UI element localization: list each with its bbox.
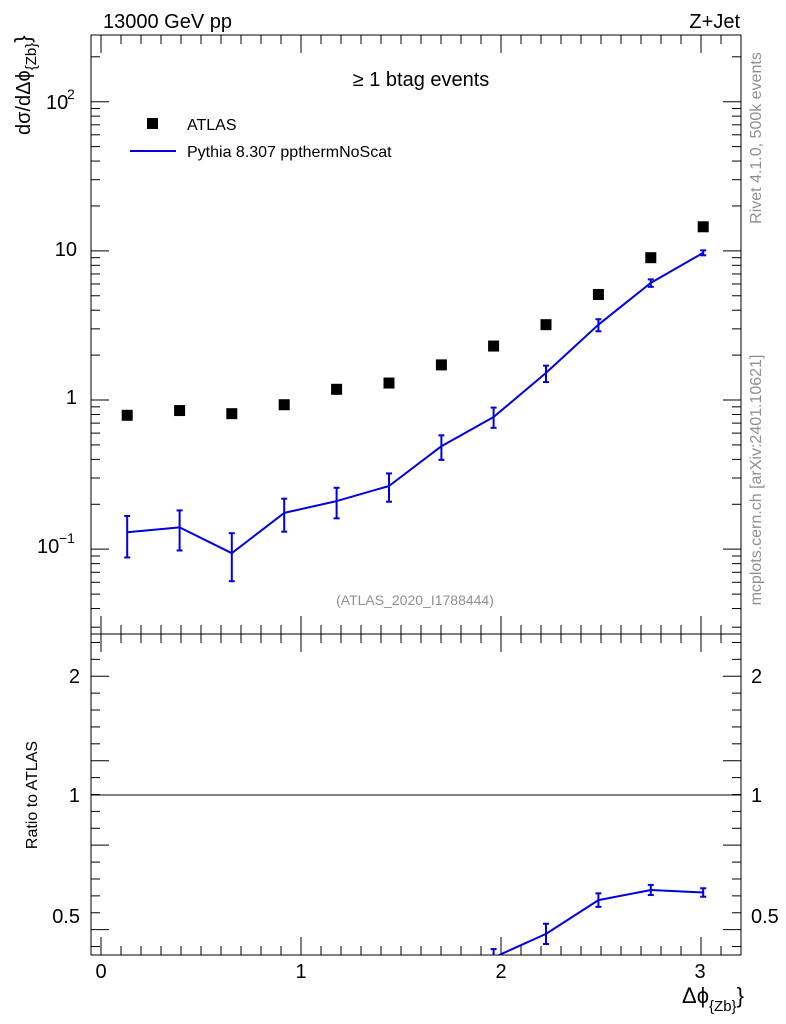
ratio-ytick-0.5-right: 0.5: [751, 906, 779, 928]
legend-atlas-label: ATLAS: [187, 117, 237, 134]
ratio-axis-ticks: [91, 634, 742, 955]
atlas-data-point: [645, 252, 657, 264]
xlabel-subscript: {Zb}: [709, 998, 737, 1015]
xtick-label-1: 1: [295, 961, 306, 983]
atlas-data-point: [121, 409, 133, 421]
legend-atlas-marker: [147, 118, 158, 129]
ratio-ytick-1-right: 1: [751, 785, 762, 807]
ratio-data-marks: [490, 883, 707, 955]
atlas-data-point: [540, 319, 552, 331]
ratio-line: [496, 889, 704, 955]
main-y-axis-label: dσ/dΔϕ{Zb}}: [10, 35, 40, 135]
header-energy-label: 13000 GeV pp: [103, 11, 232, 33]
atlas-data-point: [278, 399, 290, 411]
analysis-label: (ATLAS_2020_I1788444): [336, 592, 494, 608]
ylabel-main-text: dσ/dΔϕ: [13, 70, 35, 135]
atlas-data-point: [488, 340, 500, 352]
header-process-label: Z+Jet: [689, 11, 740, 33]
svg-text:dσ/dΔϕ{Zb}}: dσ/dΔϕ{Zb}}: [10, 35, 40, 135]
ytick-label-0.1-exp: −1: [59, 530, 75, 546]
ylabel-subscript: {Zb}: [23, 43, 40, 71]
ytick-label-10: 10: [55, 239, 77, 261]
xtick-label-2: 2: [495, 961, 506, 983]
xlabel-main-text: Δϕ: [682, 983, 709, 1008]
xtick-label-3: 3: [694, 961, 705, 983]
atlas-data-point: [226, 408, 238, 420]
plot-title: ≥ 1 btag events: [353, 69, 490, 91]
mcplots-label: mcplots.cern.ch [arXiv:2401.10621]: [748, 355, 765, 606]
pythia-line: [127, 251, 704, 555]
atlas-data-point: [331, 383, 343, 395]
atlas-data-point: [174, 405, 186, 417]
ytick-label-100-exp: 2: [67, 86, 75, 102]
atlas-data-point: [435, 359, 447, 371]
xtick-label-0: 0: [95, 961, 106, 983]
legend: ATLAS Pythia 8.307 ppthermNoScat: [130, 117, 392, 161]
atlas-data-point: [697, 221, 709, 233]
ratio-ytick-2-left: 2: [69, 666, 80, 688]
ytick-label-100: 10: [46, 92, 68, 114]
ratio-ytick-2-right: 2: [751, 666, 762, 688]
rivet-label: Rivet 4.1.0, 500k events: [748, 52, 765, 224]
ratio-y-axis-label: Ratio to ATLAS: [24, 741, 41, 849]
main-axis-ticks: [91, 35, 742, 634]
main-ytick-0.1: 10 −1: [37, 530, 75, 558]
main-ytick-100: 10 2: [46, 86, 75, 114]
legend-pythia-label: Pythia 8.307 ppthermNoScat: [187, 144, 392, 161]
ratio-ytick-0.5-left: 0.5: [52, 906, 80, 928]
xlabel-brace: }: [737, 983, 744, 1008]
atlas-data-point: [592, 288, 604, 300]
ratio-ytick-1-left: 1: [69, 785, 80, 807]
atlas-data-point: [383, 377, 395, 389]
ylabel-brace: }: [10, 35, 35, 42]
x-axis-label: Δϕ{Zb}}: [682, 983, 744, 1015]
ytick-label-1: 1: [66, 387, 77, 409]
ytick-label-0.1: 10: [37, 536, 59, 558]
main-data-marks: [121, 221, 709, 583]
